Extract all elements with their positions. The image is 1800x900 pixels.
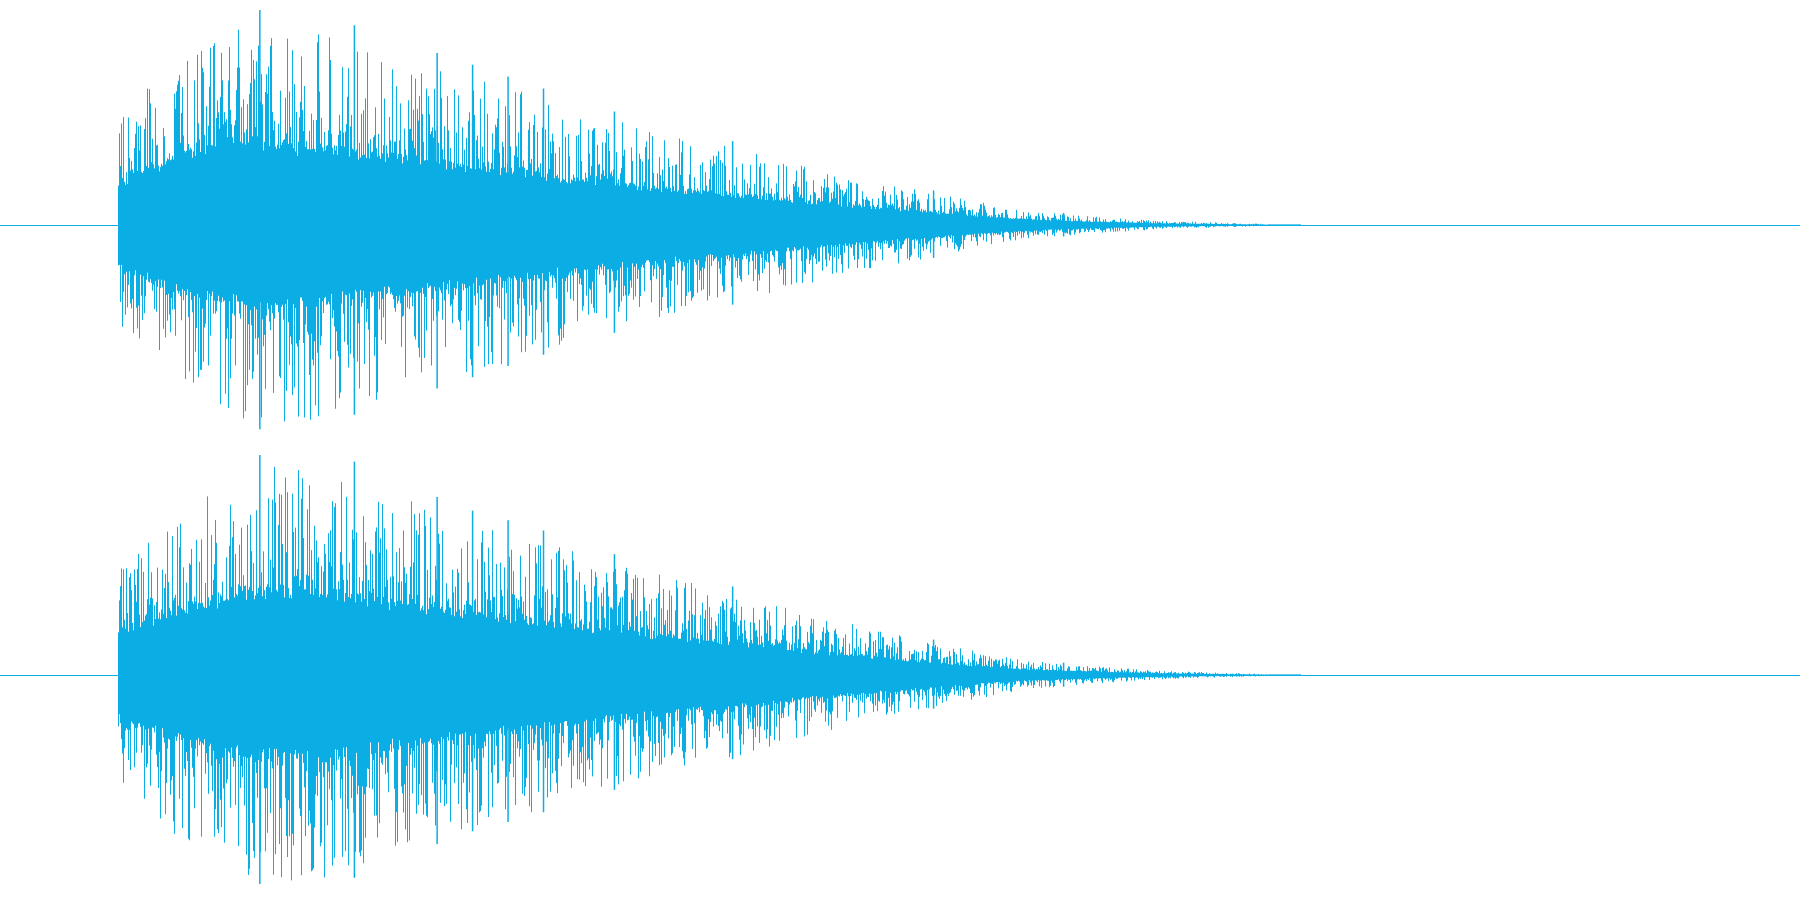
waveform-body	[118, 466, 1301, 881]
channel-1-waveform	[0, 10, 1800, 430]
waveform-body	[118, 29, 1301, 422]
channel-2-waveform	[0, 455, 1800, 884]
